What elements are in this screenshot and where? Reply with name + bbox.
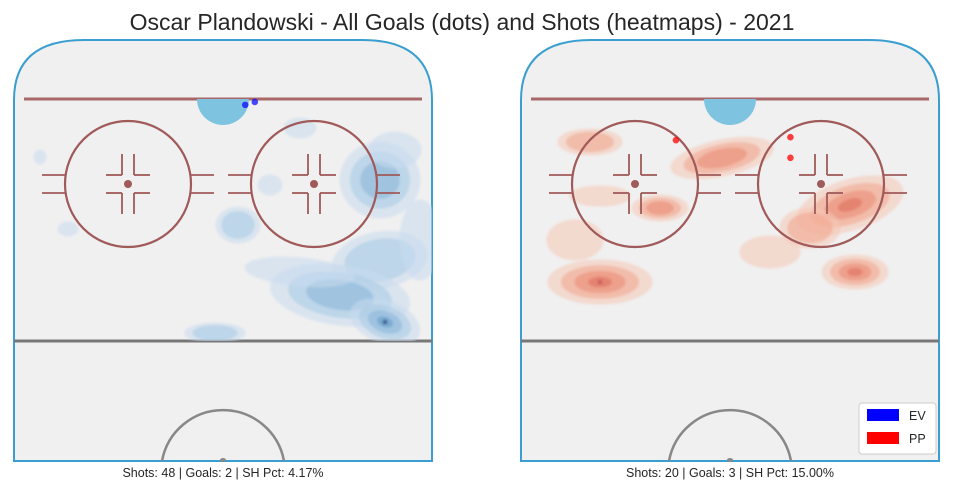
faceoff-circle <box>756 119 886 249</box>
heatmap-contour <box>646 201 674 215</box>
goal-dot <box>787 154 794 162</box>
center-circle <box>160 408 286 462</box>
heatmap-contour <box>244 256 356 288</box>
heatmap-contour <box>399 199 432 281</box>
heatmap-contour <box>546 219 604 261</box>
legend-label-ev: EV <box>909 409 926 423</box>
center-dot <box>727 458 733 462</box>
heatmap-contour <box>565 131 615 153</box>
heatmap-contour <box>257 174 283 196</box>
heatmap-contour <box>33 149 47 165</box>
goal-dot <box>251 98 259 106</box>
legend-label-pp: PP <box>909 432 926 446</box>
center-dot <box>220 458 226 462</box>
heatmap-contour <box>787 212 833 244</box>
chart-title: Oscar Plandowski - All Goals (dots) and … <box>130 9 795 35</box>
heatmap-contour <box>569 185 631 207</box>
goal-dot <box>787 133 794 141</box>
legend-swatch-ev <box>867 409 899 421</box>
rink-outline <box>13 39 433 462</box>
heatmap-contour <box>368 131 422 169</box>
heatmap-contour <box>837 198 863 212</box>
heatmap-contour <box>739 235 801 269</box>
faceoff-circle <box>570 119 700 249</box>
goal-crease <box>197 99 249 125</box>
heatmap-contour <box>597 279 603 285</box>
goal-crease <box>704 99 756 125</box>
legend-swatch-pp <box>867 432 899 444</box>
heatmap-contour <box>382 319 388 325</box>
shot-heatmap <box>33 117 432 341</box>
faceoff-circle <box>249 119 379 249</box>
faceoff-circle <box>63 119 193 249</box>
pp-panel <box>520 39 940 462</box>
heatmap-contour <box>192 325 238 341</box>
heatmap-contour <box>57 221 79 237</box>
faceoff-dot <box>817 180 825 188</box>
legend: EV PP <box>858 402 937 455</box>
heatmap-contour <box>697 147 747 169</box>
ev-panel <box>13 39 433 462</box>
pp-caption: Shots: 20 | Goals: 3 | SH Pct: 15.00% <box>626 466 834 480</box>
faceoff-dot <box>124 180 132 188</box>
faceoff-dot <box>631 180 639 188</box>
ev-caption: Shots: 48 | Goals: 2 | SH Pct: 4.17% <box>122 466 323 480</box>
heatmap-contour <box>221 211 255 239</box>
center-circle <box>667 408 793 462</box>
goal-dot <box>241 101 249 109</box>
shot-heatmap <box>546 128 904 305</box>
heatmap-contour <box>847 267 863 277</box>
faceoff-dot <box>310 180 318 188</box>
rink-outline <box>520 39 940 462</box>
goal-dot <box>672 136 680 144</box>
